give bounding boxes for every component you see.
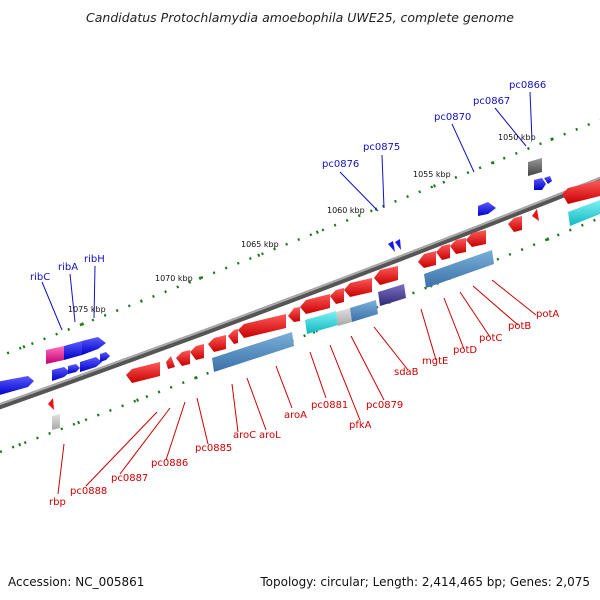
gene-block-ltgrey[interactable] [336, 308, 352, 326]
gene-block-sdaB[interactable] [344, 278, 372, 297]
gene-label-ribH[interactable]: ribH [84, 254, 105, 265]
gene-block-pc0886[interactable] [176, 350, 190, 366]
gene-label-pc0886[interactable]: pc0886 [151, 458, 189, 469]
gene-block-pc0876[interactable] [395, 239, 401, 250]
topology-text: Topology: circular; Length: 2,414,465 bp… [260, 575, 590, 589]
gene-label-pc0888[interactable]: pc0888 [70, 486, 108, 497]
scale-tick-1055: 1055 kbp [413, 170, 451, 179]
gene-label-pc0885[interactable]: pc0885 [195, 443, 233, 454]
gene-label-pfkA[interactable]: pfkA [349, 420, 372, 431]
gene-label-aroA[interactable]: aroA [284, 410, 307, 421]
gene-block-magenta[interactable] [46, 346, 64, 364]
label-leaders-blue [41, 91, 533, 331]
gene-label-sdaB[interactable]: sdaB [394, 367, 419, 378]
gene-block-aroC[interactable] [208, 335, 226, 352]
gene-block-steel-1[interactable] [212, 332, 294, 372]
gene-block-red-right3[interactable] [562, 180, 600, 204]
gene-block-steel-3[interactable] [424, 250, 494, 288]
gene-block-rbp-grey[interactable] [52, 414, 60, 430]
gene-label-aroC[interactable]: aroC [233, 430, 257, 441]
gene-block-pfkA[interactable] [300, 294, 330, 314]
gene-label-potC[interactable]: potC [479, 333, 503, 344]
gene-block-pc0885[interactable] [190, 344, 204, 360]
gene-label-mgtE[interactable]: mgtE [422, 356, 449, 367]
gene-block-pc0879[interactable] [330, 288, 344, 304]
gene-block-aroA[interactable] [238, 314, 286, 338]
gene-block-purple[interactable] [378, 284, 406, 306]
gene-block-pc0867[interactable] [534, 178, 546, 190]
reverse-strand-genes [48, 180, 600, 430]
gene-block-red-right1[interactable] [508, 216, 522, 232]
gene-block-potA[interactable] [466, 230, 486, 247]
label-leaders-red [57, 279, 537, 495]
gene-label-pc0879[interactable]: pc0879 [366, 400, 404, 411]
map-title: Candidatus Protochlamydia amoebophila UW… [86, 10, 514, 25]
gene-block-pc0875[interactable] [388, 241, 395, 252]
gene-label-pc0870[interactable]: pc0870 [434, 112, 472, 123]
gene-label-pc0876[interactable]: pc0876 [322, 159, 360, 170]
gene-block-potB[interactable] [450, 238, 466, 254]
gene-block-potD[interactable] [418, 251, 436, 268]
gene-label-aroL[interactable]: aroL [259, 430, 281, 441]
gene-block-pc0870[interactable] [478, 202, 496, 216]
gene-label-pc0867[interactable]: pc0867 [473, 96, 511, 107]
gene-block-pc0881[interactable] [288, 307, 300, 322]
gene-label-rbp[interactable]: rbp [49, 497, 66, 508]
gene-block-pc0866[interactable] [528, 158, 542, 176]
gene-block-pc0887[interactable] [166, 356, 175, 369]
gene-block-small3[interactable] [100, 352, 110, 362]
scale-tick-1060: 1060 kbp [327, 206, 365, 215]
gene-label-potD[interactable]: potD [453, 345, 478, 356]
gene-block-ribC[interactable] [52, 367, 70, 381]
gene-label-ribA[interactable]: ribA [58, 262, 79, 273]
gene-label-potA[interactable]: potA [536, 309, 560, 320]
gene-block-blue[interactable] [0, 376, 34, 396]
scale-tick-1075: 1075 kbp [68, 305, 106, 314]
outer-scale-track [0, 118, 600, 358]
gene-block-ribH[interactable] [82, 337, 106, 355]
gene-block-small1[interactable] [68, 364, 80, 374]
gene-label-pc0881[interactable]: pc0881 [311, 400, 349, 411]
gene-label-potB[interactable]: potB [508, 321, 532, 332]
genome-backbone [0, 176, 600, 410]
gene-block-small2[interactable] [80, 357, 102, 372]
gene-block-steel-2[interactable] [350, 300, 378, 322]
accession-text: Accession: NC_005861 [8, 575, 145, 589]
scale-tick-1065: 1065 kbp [241, 240, 279, 249]
gene-block-cyan-1[interactable] [305, 311, 338, 334]
gene-block-mgtE[interactable] [374, 266, 398, 285]
gene-block-ribA[interactable] [64, 341, 82, 360]
gene-block-aroL[interactable] [228, 329, 238, 344]
gene-block-red-right2[interactable] [532, 209, 539, 221]
gene-label-pc0866[interactable]: pc0866 [509, 80, 547, 91]
gene-block-pc0888[interactable] [126, 362, 160, 383]
forward-strand-genes [0, 158, 552, 396]
gene-block-rbp[interactable] [48, 398, 54, 410]
gene-label-pc0887[interactable]: pc0887 [111, 473, 149, 484]
gene-label-ribC[interactable]: ribC [30, 272, 51, 283]
scale-tick-1050: 1050 kbp [498, 133, 536, 142]
gene-block-cyan-right[interactable] [568, 200, 600, 226]
scale-tick-1070: 1070 kbp [155, 274, 193, 283]
gene-label-pc0875[interactable]: pc0875 [363, 142, 401, 153]
gene-block-tiny[interactable] [544, 176, 552, 184]
gene-block-potC[interactable] [436, 244, 450, 260]
